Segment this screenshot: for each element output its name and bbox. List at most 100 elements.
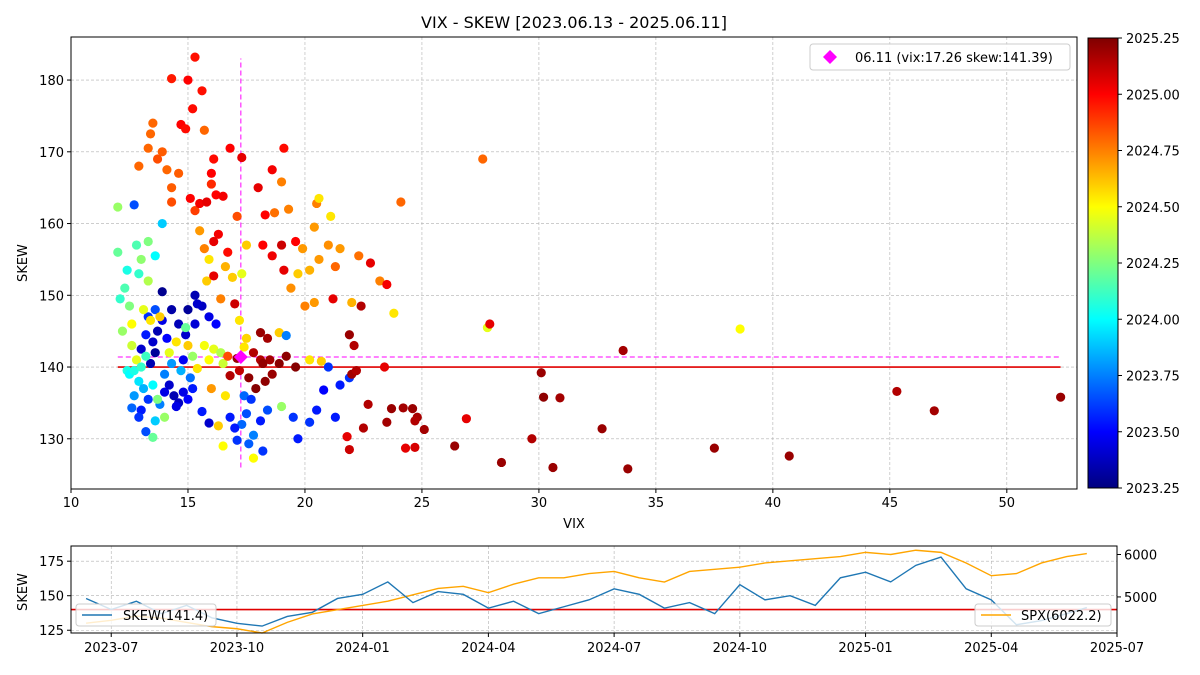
scatter-point	[113, 247, 123, 257]
scatter-point	[211, 319, 221, 329]
scatter-point	[246, 394, 256, 404]
scatter-point	[216, 294, 226, 304]
scatter-point	[262, 333, 273, 343]
scatter-point	[410, 416, 420, 426]
scatter-point	[218, 191, 228, 201]
scatter-point	[267, 251, 277, 261]
scatter-point	[220, 391, 231, 401]
scatter-point	[237, 152, 247, 163]
scatter-point	[206, 179, 216, 189]
scatter-point	[136, 254, 146, 265]
scatter-point	[206, 168, 216, 178]
scatter-point	[305, 355, 315, 365]
scatter-point	[344, 330, 355, 340]
scatter-point	[148, 432, 158, 442]
scatter-point	[181, 330, 191, 340]
timeseries-y-axis-label: SKEW	[16, 573, 31, 611]
scatter-point	[248, 430, 259, 440]
colorbar-tick-label: 2023.50	[1126, 426, 1180, 441]
scatter-point	[178, 355, 188, 365]
scatter-point	[344, 444, 355, 455]
scatter-point	[129, 366, 139, 376]
scatter-point	[305, 265, 315, 275]
scatter-point	[347, 297, 357, 308]
scatter-legend: 06.11 (vix:17.26 skew:141.39)	[809, 43, 1071, 71]
scatter-point	[258, 446, 268, 456]
scatter-point	[375, 276, 385, 286]
skew-legend-box	[75, 603, 217, 627]
scatter-points	[113, 52, 1066, 474]
y-tick-label: 140	[39, 361, 64, 376]
scatter-point	[335, 244, 345, 254]
scatter-point	[167, 183, 177, 193]
scatter-point	[162, 165, 172, 175]
scatter-point	[129, 200, 139, 210]
scatter-point	[241, 240, 252, 250]
scatter-point	[143, 236, 153, 247]
scatter-point	[209, 271, 219, 281]
scatter-point	[218, 441, 228, 451]
scatter-y-ticks: 130 140 150 160 170 180	[39, 74, 71, 448]
scatter-point	[735, 324, 745, 334]
left-y-tick-label: 150	[39, 590, 64, 605]
legend-diamond-marker	[823, 50, 837, 64]
scatter-point	[136, 362, 146, 372]
scatter-point	[286, 283, 296, 293]
timeseries-right-y-ticks: 5000 6000	[1117, 548, 1157, 606]
scatter-point	[213, 229, 223, 239]
scatter-point	[164, 348, 174, 358]
scatter-point	[269, 208, 280, 218]
scatter-point	[276, 240, 287, 250]
scatter-point	[117, 326, 128, 336]
scatter-point	[312, 405, 322, 415]
scatter-point	[478, 154, 488, 164]
scatter-point	[141, 330, 151, 340]
scatter-point	[225, 143, 235, 153]
spx-legend-box	[974, 603, 1112, 627]
colorbar-tick-label: 2024.00	[1126, 313, 1180, 328]
scatter-point	[354, 251, 364, 261]
x-tick-label: 20	[297, 496, 314, 511]
scatter-point	[267, 369, 277, 379]
scatter-point	[597, 424, 607, 434]
date-tick-label: 2025-01	[838, 641, 892, 656]
skew-legend: SKEW(141.4)	[75, 603, 217, 627]
scatter-point	[141, 351, 151, 361]
scatter-point	[319, 385, 329, 395]
scatter-grid	[70, 37, 1077, 489]
scatter-point	[218, 358, 228, 369]
scatter-point	[152, 394, 163, 404]
date-tick-label: 2024-01	[336, 641, 390, 656]
scatter-point	[145, 129, 156, 139]
scatter-point	[536, 368, 546, 378]
scatter-point	[190, 52, 200, 62]
scatter-point	[206, 383, 216, 394]
scatter-point	[709, 443, 719, 453]
legend-box	[809, 43, 1071, 71]
scatter-point	[262, 405, 273, 415]
scatter-point	[183, 394, 193, 404]
scatter-point	[159, 387, 170, 397]
scatter-point	[892, 386, 902, 397]
scatter-point	[365, 258, 376, 268]
scatter-point	[335, 380, 345, 390]
scatter-point	[248, 348, 259, 358]
scatter-point	[181, 124, 191, 134]
scatter-point	[136, 344, 146, 354]
left-y-tick-label: 125	[39, 624, 64, 639]
scatter-point	[290, 362, 301, 372]
scatter-point	[188, 104, 198, 114]
scatter-point	[527, 434, 537, 444]
scatter-point	[195, 198, 205, 209]
scatter-point	[450, 441, 460, 451]
scatter-point	[167, 358, 177, 369]
scatter-point	[281, 330, 291, 341]
scatter-point	[330, 261, 340, 272]
scatter-point	[279, 143, 289, 153]
scatter-point	[190, 290, 200, 300]
scatter-point	[202, 197, 212, 207]
scatter-point	[251, 383, 261, 394]
scatter-point	[305, 417, 315, 427]
scatter-point	[255, 416, 266, 426]
scatter-point	[244, 373, 254, 383]
